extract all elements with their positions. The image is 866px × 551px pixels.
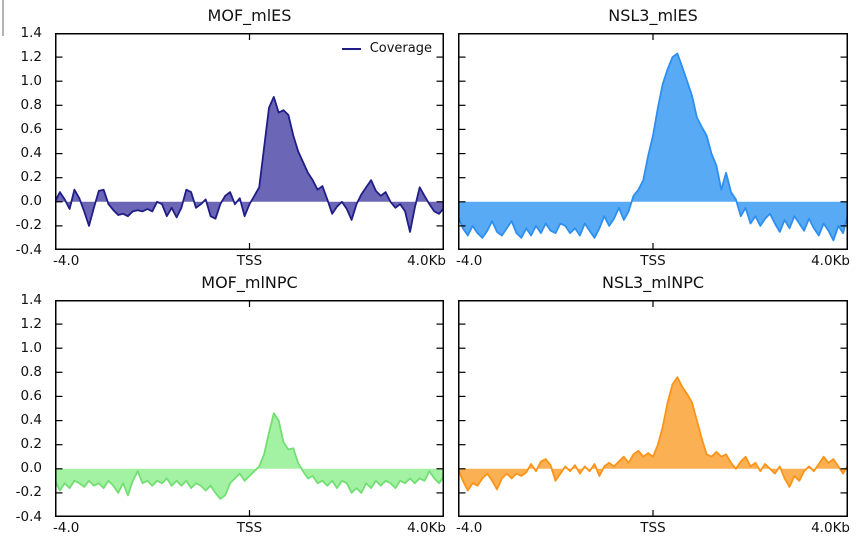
x-axis-tick-labels: -4.0 TSS 4.0Kb	[456, 250, 850, 272]
x-axis-tick-labels: -4.0 TSS 4.0Kb	[456, 517, 850, 539]
y-axis-tick-labels: 1.4 1.2 1.0 0.8 0.6 0.4 0.2 0.0 -0.2 -0.4	[3, 25, 49, 258]
y-tick-label: 0.0	[20, 460, 42, 477]
coverage-chart-svg	[458, 33, 848, 250]
y-tick-label: -0.4	[15, 508, 42, 525]
x-tick-label: -4.0	[53, 253, 80, 269]
x-tick-label: 4.0Kb	[811, 520, 850, 536]
plot-area	[458, 300, 848, 517]
y-tick-label: 0.6	[20, 120, 42, 137]
y-tick-label: 1.0	[20, 72, 42, 89]
y-tick-label: 0.8	[20, 96, 42, 113]
subplot-title: MOF_mlES	[207, 6, 292, 25]
coverage-line	[55, 96, 444, 233]
x-axis-tick-labels: -4.0 TSS 4.0Kb	[53, 517, 446, 539]
subplot-title: NSL3_mlES	[608, 6, 698, 25]
axes-spines	[55, 300, 444, 517]
x-axis-tick-labels: -4.0 TSS 4.0Kb	[53, 250, 446, 272]
y-tick-label: -0.2	[15, 217, 42, 234]
y-tick-label: 1.4	[20, 24, 42, 41]
legend-label: Coverage	[369, 41, 432, 56]
y-tick-label: 0.2	[20, 169, 42, 186]
y-axis-tick-labels: 1.4 1.2 1.0 0.8 0.6 0.4 0.2 0.0 -0.2 -0.4	[3, 292, 49, 525]
x-tick-label: TSS	[236, 253, 263, 269]
plot-area	[55, 33, 444, 250]
y-tick-label: -0.4	[15, 241, 42, 258]
x-tick-label: -4.0	[456, 520, 483, 536]
x-tick-label: TSS	[236, 520, 263, 536]
axes-spines	[55, 33, 444, 250]
y-axis-tick-labels	[406, 300, 452, 517]
x-tick-label: -4.0	[456, 253, 483, 269]
y-tick-label: 0.2	[20, 436, 42, 453]
coverage-chart-svg	[55, 300, 444, 517]
coverage-line	[458, 52, 848, 242]
coverage-line	[55, 412, 444, 500]
subplot-nsl3-es: NSL3_mlES -4.0 TSS 4.0Kb	[456, 6, 850, 269]
y-tick-label: -0.2	[15, 484, 42, 501]
y-tick-label: 1.4	[20, 291, 42, 308]
y-tick-label: 0.4	[20, 412, 42, 429]
y-axis-tick-labels	[406, 33, 452, 250]
x-tick-label: TSS	[640, 253, 666, 269]
y-tick-label: 1.2	[20, 315, 42, 332]
subplot-title: MOF_mlNPC	[201, 273, 298, 292]
y-tick-label: 0.6	[20, 387, 42, 404]
y-tick-label: 0.0	[20, 193, 42, 210]
subplot-nsl3-npc: NSL3_mlNPC -4.0 TSS 4.0Kb	[456, 273, 850, 536]
axes-spines	[458, 33, 848, 250]
coverage-fill	[458, 377, 848, 491]
axes-spines	[458, 300, 848, 517]
y-tick-label: 1.0	[20, 339, 42, 356]
plot-area	[55, 300, 444, 517]
x-tick-label: 4.0Kb	[407, 253, 446, 269]
coverage-fill	[458, 53, 848, 241]
y-tick-label: 0.8	[20, 363, 42, 380]
subplot-mof-npc: MOF_mlNPC 1.4 1.2 1.0 0.8 0.6 0.4 0.2 0.0 -0.2 -0…	[16, 273, 446, 536]
coverage-chart-svg	[55, 33, 444, 250]
coverage-chart-svg	[458, 300, 848, 517]
x-tick-label: TSS	[640, 520, 666, 536]
legend-line-sample	[341, 48, 361, 50]
x-tick-label: 4.0Kb	[811, 253, 850, 269]
y-tick-label: 0.4	[20, 145, 42, 162]
y-tick-label: 1.2	[20, 48, 42, 65]
x-tick-label: 4.0Kb	[407, 520, 446, 536]
coverage-fill	[55, 413, 444, 499]
screen-edge-artifact	[2, 0, 4, 36]
x-tick-label: -4.0	[53, 520, 80, 536]
legend: Coverage	[341, 41, 432, 57]
coverage-fill	[55, 96, 444, 232]
plot-area	[458, 33, 848, 250]
subplot-mof-es: MOF_mlES 1.4 1.2 1.0 0.8 0.6 0.4 0.2 0.0 -0.2 -0.…	[16, 6, 446, 269]
subplot-title: NSL3_mlNPC	[601, 273, 705, 292]
coverage-line	[458, 376, 848, 492]
